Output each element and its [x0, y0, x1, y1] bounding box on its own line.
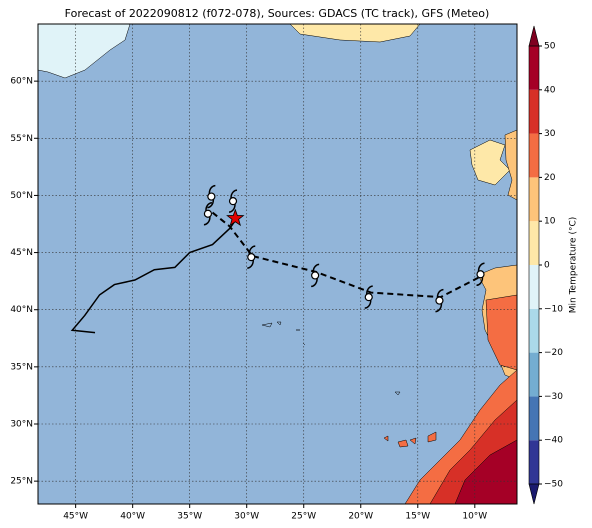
storm-arm	[311, 263, 320, 288]
storm-symbol	[364, 285, 373, 309]
colorbar-label: Min Temperature (°C)	[569, 217, 579, 314]
colorbar-band	[529, 177, 539, 222]
colorbar-tick-label: 20	[544, 173, 556, 183]
current-position	[226, 208, 245, 227]
storm-symbol	[311, 263, 320, 288]
y-tick-label: 60°N	[10, 77, 33, 87]
storm-arm	[364, 285, 373, 309]
forecast-point	[476, 270, 485, 279]
colorbar-band	[529, 265, 539, 309]
storm-symbol	[203, 201, 213, 226]
storm-symbol	[435, 288, 444, 313]
colorbar-tick-label: −10	[544, 304, 563, 314]
x-tick-label: 15°W	[405, 512, 430, 522]
forecast-point	[435, 296, 444, 305]
colorbar-band	[529, 221, 539, 265]
storm-symbol	[247, 245, 256, 269]
y-tick-label: 40°N	[10, 305, 33, 315]
azores	[261, 321, 401, 396]
colorbar: −50 −40 −30 −20 −10 0 10 20 30 40 50	[528, 25, 563, 505]
britain	[504, 129, 517, 201]
colorbar-tick-label: −40	[544, 436, 563, 446]
x-tick-label: 25°W	[291, 512, 316, 522]
x-tick-label: 35°W	[177, 512, 202, 522]
canaries	[383, 431, 437, 448]
colorbar-extend-low	[528, 483, 540, 505]
iberia	[485, 294, 517, 371]
iceland	[289, 24, 421, 43]
storm-symbol	[476, 262, 485, 287]
africa-hot	[454, 439, 517, 504]
colorbar-tick-label: −20	[544, 348, 563, 358]
y-tick-label: 55°N	[10, 134, 33, 144]
sea	[38, 24, 517, 504]
colorbar-band	[529, 133, 539, 178]
storm-symbol	[228, 189, 238, 213]
y-tick-label: 45°N	[10, 248, 33, 258]
colorbar-tick-label: 40	[544, 85, 556, 95]
colorbar-band	[529, 308, 539, 353]
x-tick-label: 45°W	[63, 512, 88, 522]
forecast-point	[364, 293, 373, 302]
storm-arm	[247, 245, 256, 269]
colorbar-tick-label: 0	[544, 261, 550, 271]
forecast-point	[203, 209, 213, 218]
observed-track	[70, 220, 236, 334]
colorbar-band	[529, 396, 539, 441]
colorbar-tick-label: 50	[544, 42, 556, 52]
chart-title: Forecast of 2022090812 (f072-078), Sourc…	[65, 7, 490, 20]
x-tick-label: 30°W	[234, 512, 259, 522]
storm-arm	[435, 288, 444, 313]
x-tick-label: 10°W	[462, 512, 487, 522]
forecast-point	[247, 253, 256, 262]
greenland	[38, 24, 131, 79]
colorbar-tick-label: 30	[544, 129, 556, 139]
colorbar-band	[529, 440, 539, 484]
colorbar-tick-label: 10	[544, 217, 556, 227]
y-tick-label: 35°N	[10, 362, 33, 372]
storm-symbol	[207, 184, 216, 209]
storm-arm	[476, 262, 485, 287]
land	[38, 24, 517, 504]
x-tick-label: 20°W	[348, 512, 373, 522]
graticule	[38, 24, 517, 504]
storm-arm	[203, 201, 213, 226]
forecast-point	[207, 192, 216, 201]
y-tick-label: 50°N	[10, 191, 33, 201]
colorbar-tick-label: −50	[544, 480, 563, 490]
colorbar-band	[529, 46, 539, 90]
colorbar-tick-label: −30	[544, 392, 563, 402]
forecast-point	[311, 271, 320, 280]
colorbar-extend-high	[528, 25, 540, 47]
storm-arm	[228, 189, 238, 213]
colorbar-band	[529, 352, 539, 397]
colorbar-band	[529, 89, 539, 134]
y-tick-label: 25°N	[10, 477, 33, 487]
map-frame	[37, 23, 518, 505]
y-tick-label: 30°N	[10, 420, 33, 430]
x-tick-label: 40°W	[120, 512, 145, 522]
tracks	[70, 184, 485, 334]
storm-arm	[207, 184, 216, 209]
forecast-point	[228, 197, 238, 206]
